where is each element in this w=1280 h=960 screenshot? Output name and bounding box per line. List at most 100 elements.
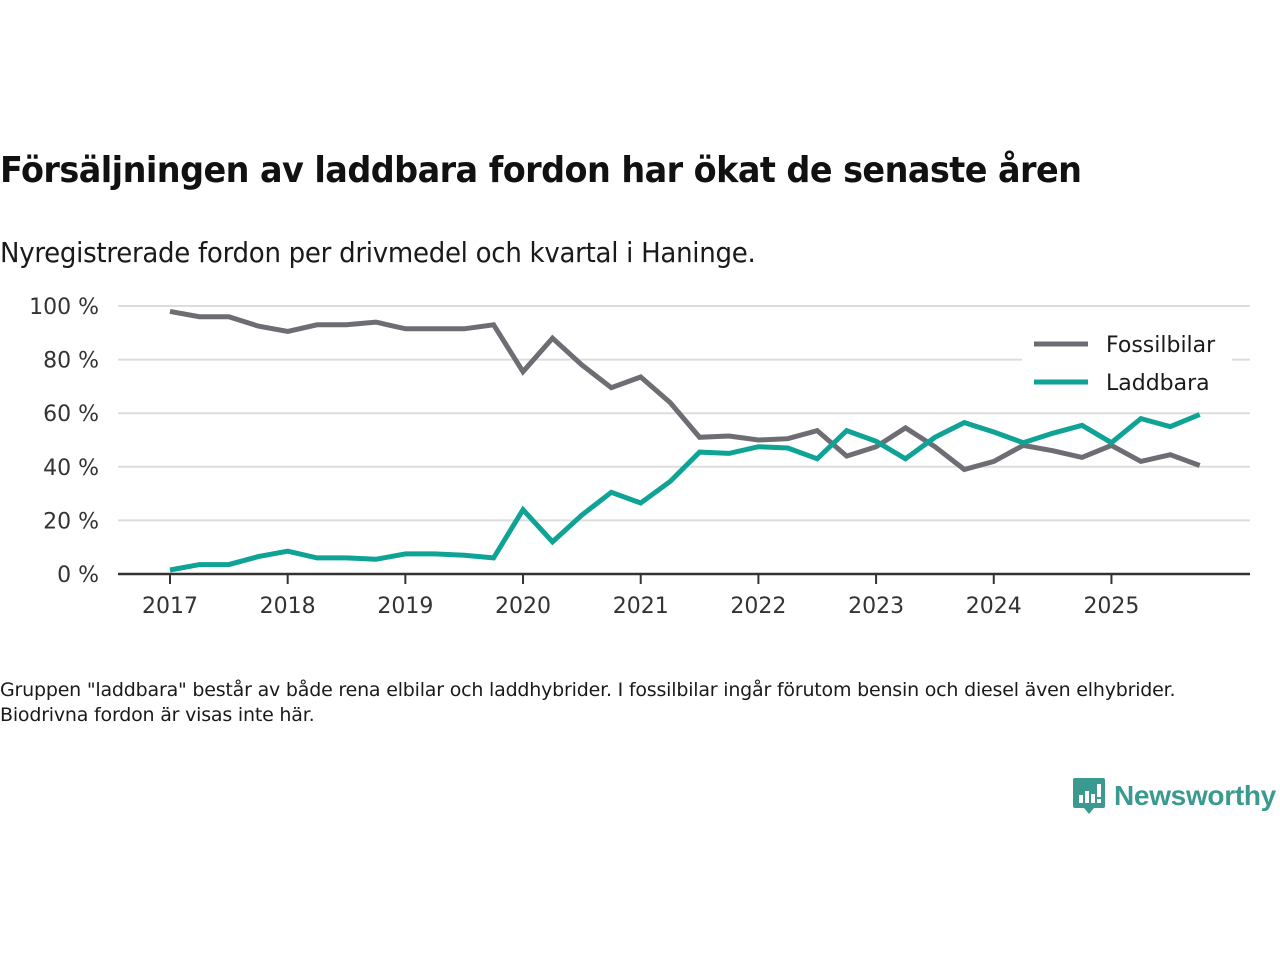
data-point-fossilbilar xyxy=(785,436,790,441)
series-line-laddbara xyxy=(169,412,1201,573)
data-point-laddbara xyxy=(579,513,584,518)
brand-logo: Newsworthy xyxy=(1072,776,1276,816)
data-point-laddbara xyxy=(962,420,967,425)
data-point-laddbara xyxy=(315,555,320,560)
data-point-laddbara xyxy=(373,557,378,562)
data-point-laddbara xyxy=(1168,424,1173,429)
data-point-fossilbilar xyxy=(226,314,231,319)
data-point-fossilbilar xyxy=(726,433,731,438)
data-point-fossilbilar xyxy=(285,329,290,334)
data-point-fossilbilar xyxy=(344,322,349,327)
data-point-laddbara xyxy=(197,562,202,567)
data-point-laddbara xyxy=(462,553,467,558)
data-point-laddbara xyxy=(1109,440,1114,445)
y-tick-label: 40 % xyxy=(43,456,99,481)
data-point-fossilbilar xyxy=(638,375,643,380)
x-tick-label: 2022 xyxy=(730,594,786,619)
data-point-fossilbilar xyxy=(256,324,261,329)
y-tick-label: 80 % xyxy=(43,349,99,374)
data-point-laddbara xyxy=(697,450,702,455)
legend: Fossilbilar Laddbara xyxy=(1022,324,1232,404)
legend-label-fossilbilar: Fossilbilar xyxy=(1106,333,1216,358)
x-tick-label: 2020 xyxy=(495,594,551,619)
brand-name: Newsworthy xyxy=(1114,780,1276,811)
data-point-laddbara xyxy=(844,428,849,433)
y-tick-label: 60 % xyxy=(43,402,99,427)
data-point-laddbara xyxy=(403,551,408,556)
data-point-laddbara xyxy=(1021,440,1026,445)
data-point-fossilbilar xyxy=(315,322,320,327)
data-point-fossilbilar xyxy=(962,467,967,472)
data-point-fossilbilar xyxy=(462,326,467,331)
data-point-laddbara xyxy=(785,446,790,451)
data-point-fossilbilar xyxy=(521,369,526,374)
data-point-laddbara xyxy=(256,554,261,559)
y-axis: 0 % 20 % 40 % 60 % 80 % 100 % xyxy=(29,295,99,588)
x-tick-label: 2023 xyxy=(848,594,904,619)
data-point-fossilbilar xyxy=(903,425,908,430)
legend-background xyxy=(1022,324,1232,404)
data-point-fossilbilar xyxy=(609,385,614,390)
data-point-fossilbilar xyxy=(1138,459,1143,464)
data-point-fossilbilar xyxy=(168,309,173,314)
data-point-fossilbilar xyxy=(697,435,702,440)
data-point-laddbara xyxy=(609,490,614,495)
data-point-laddbara xyxy=(638,500,643,505)
data-point-laddbara xyxy=(903,456,908,461)
data-point-fossilbilar xyxy=(1050,448,1055,453)
data-point-laddbara xyxy=(668,479,673,484)
data-point-fossilbilar xyxy=(373,320,378,325)
data-point-fossilbilar xyxy=(1197,463,1202,468)
data-point-fossilbilar xyxy=(668,400,673,405)
data-point-laddbara xyxy=(932,435,937,440)
data-point-laddbara xyxy=(756,444,761,449)
chart-subtitle: Nyregistrerade fordon per drivmedel och … xyxy=(0,236,756,269)
data-point-laddbara xyxy=(521,507,526,512)
data-point-fossilbilar xyxy=(403,326,408,331)
data-point-laddbara xyxy=(1138,416,1143,421)
data-point-laddbara xyxy=(726,451,731,456)
y-tick-label: 0 % xyxy=(57,563,99,588)
data-point-fossilbilar xyxy=(550,336,555,341)
data-point-fossilbilar xyxy=(1168,452,1173,457)
chart-title: Försäljningen av laddbara fordon har öka… xyxy=(0,150,1082,191)
data-point-laddbara xyxy=(491,555,496,560)
x-tick-label: 2017 xyxy=(142,594,198,619)
data-point-laddbara xyxy=(874,439,879,444)
y-tick-label: 100 % xyxy=(29,295,99,320)
data-point-fossilbilar xyxy=(1080,455,1085,460)
x-tick-label: 2024 xyxy=(966,594,1022,619)
footnote: Gruppen "laddbara" består av både rena e… xyxy=(0,679,1176,726)
series-lines xyxy=(168,308,1202,573)
data-point-laddbara xyxy=(991,429,996,434)
data-point-laddbara xyxy=(1080,423,1085,428)
x-axis: 2017 2018 2019 2020 2021 2022 2023 2024 2025 xyxy=(118,572,1250,619)
data-point-laddbara xyxy=(285,549,290,554)
data-point-laddbara xyxy=(344,555,349,560)
legend-label-laddbara: Laddbara xyxy=(1106,371,1210,396)
data-point-fossilbilar xyxy=(756,438,761,443)
y-tick-label: 20 % xyxy=(43,509,99,534)
data-point-fossilbilar xyxy=(491,322,496,327)
data-point-laddbara xyxy=(432,551,437,556)
x-tick-label: 2019 xyxy=(377,594,433,619)
data-point-fossilbilar xyxy=(991,459,996,464)
data-point-fossilbilar xyxy=(432,326,437,331)
data-point-laddbara xyxy=(168,567,173,572)
x-tick-label: 2018 xyxy=(260,594,316,619)
series-line-fossilbilar xyxy=(169,308,1201,473)
data-point-laddbara xyxy=(1197,412,1202,417)
data-point-fossilbilar xyxy=(815,428,820,433)
data-point-fossilbilar xyxy=(197,314,202,319)
x-tick-label: 2021 xyxy=(613,594,669,619)
data-point-laddbara xyxy=(1050,431,1055,436)
data-point-fossilbilar xyxy=(844,454,849,459)
data-point-laddbara xyxy=(550,539,555,544)
line-chart: 0 % 20 % 40 % 60 % 80 % 100 % 2017 2018 2019 202… xyxy=(29,295,1250,619)
x-tick-label: 2025 xyxy=(1083,594,1139,619)
data-point-fossilbilar xyxy=(579,362,584,367)
data-point-laddbara xyxy=(226,562,231,567)
bar-chart-speech-bubble-icon xyxy=(1073,778,1105,814)
data-point-fossilbilar xyxy=(932,444,937,449)
data-point-laddbara xyxy=(815,456,820,461)
